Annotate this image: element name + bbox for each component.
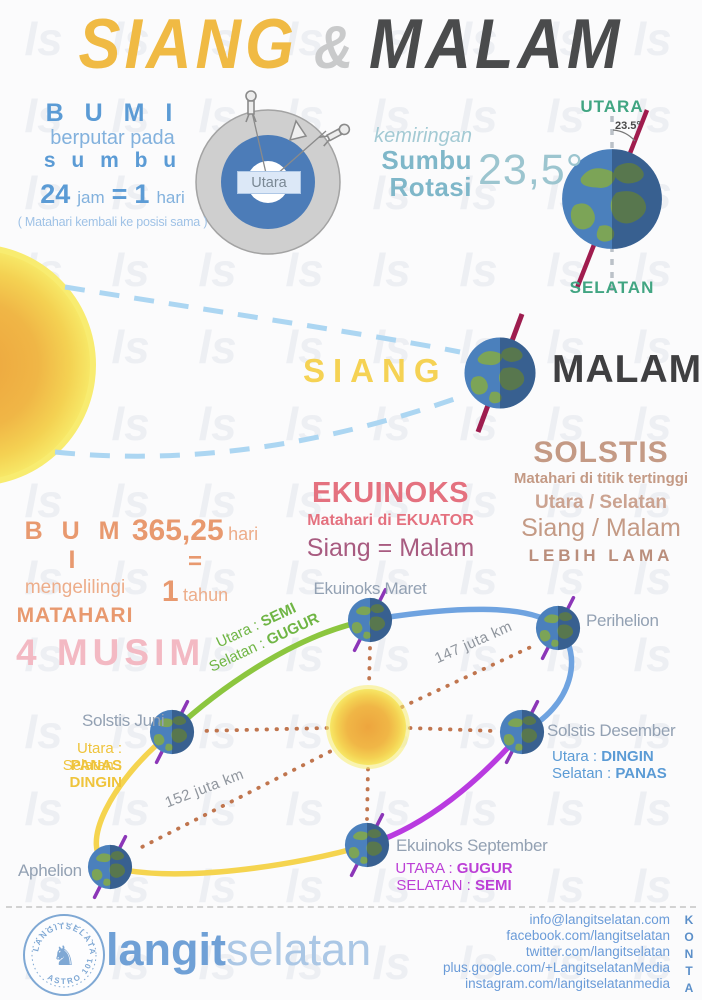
value-365: 365,25 [131,514,224,547]
axis-tilt-block: kemiringan Sumbu Rotasi [340,126,472,202]
footer-divider [6,906,696,908]
equals-sign: = [111,178,128,209]
label-siang: SIANG [303,352,448,389]
page-title: SIANG & MALAM [0,4,702,85]
rotation-facts: B U M I berputar pada s u m b u 24 jam =… [5,99,220,229]
musim-heading: 4 MUSIM [16,632,206,673]
tilt-lead: kemiringan [374,125,472,147]
solstis-heading: SOLSTIS [533,436,669,469]
value-1tahun: 1 [161,574,179,608]
revolution-line1: mengelilingi [24,576,126,598]
label-tilt-degrees: 23.5° [615,120,641,132]
revolution-heading: B U M I [24,517,126,574]
label-aphelion: Aphelion [18,861,82,880]
rotation-line1: berputar pada [50,127,175,149]
contact-twitter[interactable]: twitter.com/langitselatan [525,944,670,959]
contact-googleplus[interactable]: plus.google.com/+LangitselatanMedia [442,960,670,975]
contact-list: info@langitselatan.com facebook.com/lang… [443,912,670,992]
solstis-line3: Siang / Malam [521,514,681,543]
label-perihelion: Perihelion [586,611,659,630]
revolution-line2: MATAHARI [16,604,134,628]
solstis-line4: LEBIH LAMA [528,545,674,565]
es-north-season: UTARA : GUGUR [395,860,513,877]
ekuinoks-heading: EKUINOKS [311,477,470,509]
unit-hari2: hari [228,524,259,544]
ekuinoks-block: EKUINOKS Matahari di EKUATOR Siang = Mal… [288,477,493,562]
label-selatan: SELATAN [569,278,655,297]
ekuinoks-line1: Matahari di EKUATOR [307,512,474,530]
label-solstis-juni: Solstis Juni [82,711,165,730]
unit-tahun: tahun [183,584,229,605]
brand-selatan: selatan [226,924,372,975]
solstis-line2: Utara / Selatan [535,491,667,513]
revolution-equation: 365,25 hari = 1 tahun [131,515,259,607]
label-malam: MALAM [552,348,702,391]
rotation-equation: 24 jam = 1 hari [5,179,220,209]
rotation-heading: B U M I [45,99,180,127]
contact-email[interactable]: info@langitselatan.com [529,912,670,927]
solstis-line1: Matahari di titik tertinggi [513,470,689,487]
revolution-facts: B U M I mengelilingi MATAHARI [16,517,134,628]
value-24: 24 [40,178,71,209]
sd-north-season: Utara : DINGIN [552,748,654,765]
title-ampersand: & [314,14,354,82]
value-1: 1 [134,178,150,209]
tilt-word1: Sumbu [381,145,472,175]
hub-label-utara: Utara [237,171,301,194]
sj-south-season: Selatan : DINGIN [62,757,122,791]
title-siang: SIANG [78,5,299,84]
brand-langit: langit [106,924,226,975]
sd-south-season: Selatan : PANAS [552,765,667,782]
label-ekuinoks-september: Ekuinoks September [396,836,548,855]
equals-sign2: = [187,547,202,575]
brand-wordmark: langitselatan [106,924,371,976]
label-utara: UTARA [580,97,644,116]
solstis-block: SOLSTIS Matahari di titik tertinggi Utar… [505,436,697,566]
rotation-line2: s u m b u [43,149,182,173]
unit-hari: hari [156,187,185,207]
label-solstis-desember: Solstis Desember [547,721,676,740]
rotation-note: ( Matahari kembali ke posisi sama ) [17,215,208,230]
contact-instagram[interactable]: instagram.com/langitselatanmedia [465,976,670,991]
ekuinoks-line2: Siang = Malam [306,534,475,563]
title-malam: MALAM [369,5,624,84]
unit-jam: jam [77,187,105,207]
es-south-season: SELATAN : SEMI [396,877,512,894]
kontak-vertical-label: KONTAK [682,913,696,1000]
tilt-value: 23,5° [478,146,584,194]
tilt-word2: Rotasi [389,172,472,203]
contact-facebook[interactable]: facebook.com/langitselatan [506,928,670,943]
